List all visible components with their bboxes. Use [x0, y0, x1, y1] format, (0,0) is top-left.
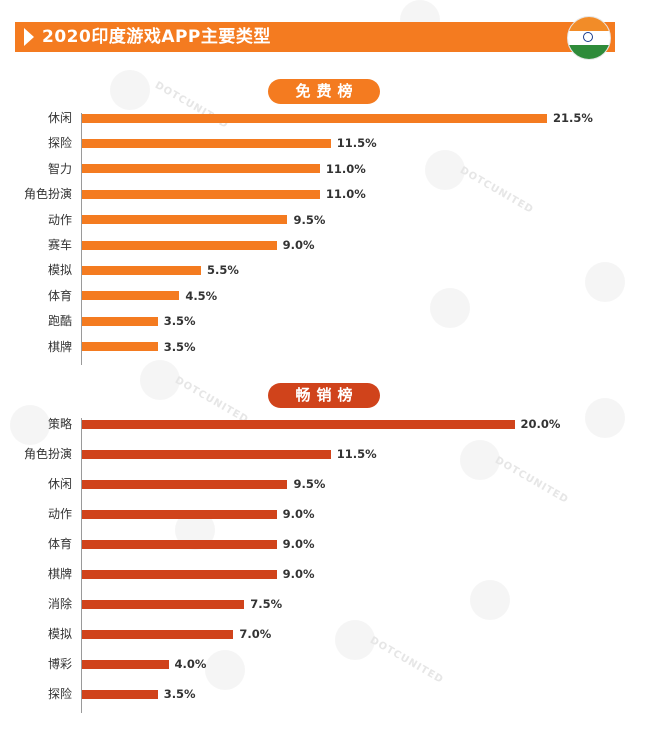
grossing-category-label: 棋牌	[47, 567, 72, 581]
free-category-label: 跑酷	[47, 314, 72, 329]
grossing-bar	[82, 449, 331, 459]
free-category-label: 休闲	[47, 111, 72, 125]
grossing-category-label: 动作	[47, 507, 72, 521]
free-value-label: 11.0%	[325, 161, 366, 176]
grossing-value-label: 9.5%	[293, 477, 326, 491]
grossing-chart-title: 畅销榜	[268, 383, 380, 408]
watermark-logo	[140, 360, 180, 400]
free-bar	[82, 189, 320, 199]
free-category-label: 智力	[47, 161, 72, 176]
free-category-label: 模拟	[47, 263, 72, 278]
free-bar	[82, 113, 547, 123]
grossing-category-label: 角色扮演	[23, 447, 72, 461]
free-category-label: 角色扮演	[23, 187, 72, 202]
grossing-category-label: 体育	[47, 537, 72, 551]
grossing-bar	[82, 599, 245, 609]
free-chart-title: 免费榜	[268, 79, 380, 104]
grossing-value-label: 11.5%	[336, 447, 377, 461]
watermark-text: DOTCUNITED	[172, 374, 251, 427]
grossing-value-label: 3.5%	[163, 687, 196, 701]
free-category-label: 棋牌	[47, 339, 72, 354]
free-bar	[82, 265, 201, 275]
grossing-chart-axis	[81, 418, 82, 713]
grossing-category-label: 模拟	[47, 627, 72, 641]
watermark-logo	[335, 620, 375, 660]
grossing-bar	[82, 689, 158, 699]
grossing-bar	[82, 569, 277, 579]
india-flag-icon	[567, 16, 611, 60]
watermark-logo	[110, 70, 150, 110]
free-value-label: 21.5%	[553, 111, 593, 125]
free-bar	[82, 291, 180, 301]
watermark-logo	[470, 580, 510, 620]
grossing-value-label: 20.0%	[520, 417, 561, 431]
free-bar	[82, 240, 277, 250]
grossing-bar	[82, 419, 515, 429]
grossing-bar	[82, 539, 277, 549]
grossing-value-label: 7.0%	[239, 627, 272, 641]
free-value-label: 4.5%	[185, 288, 218, 303]
watermark-text: DOTCUNITED	[367, 634, 446, 687]
grossing-category-label: 策略	[47, 417, 72, 431]
grossing-value-label: 9.0%	[282, 507, 315, 521]
grossing-category-label: 消除	[47, 597, 72, 611]
triangle-right-icon	[24, 28, 34, 46]
grossing-bar	[82, 659, 169, 669]
free-value-label: 11.5%	[336, 136, 377, 151]
watermark-logo	[10, 405, 50, 445]
watermark-logo	[585, 398, 625, 438]
free-category-label: 探险	[47, 136, 72, 151]
watermark-logo	[205, 650, 245, 690]
free-value-label: 3.5%	[163, 339, 196, 354]
free-bar	[82, 215, 288, 225]
free-bar	[82, 342, 158, 352]
watermark-logo	[585, 262, 625, 302]
grossing-category-label: 休闲	[47, 477, 72, 491]
grossing-category-label: 博彩	[47, 657, 72, 671]
page-title: 2020印度游戏APP主要类型	[42, 27, 271, 47]
watermark-text: DOTCUNITED	[492, 454, 571, 507]
free-category-label: 体育	[47, 288, 72, 303]
grossing-value-label: 7.5%	[250, 597, 283, 611]
free-value-label: 9.0%	[282, 238, 315, 252]
grossing-bar	[82, 629, 234, 639]
free-chart-axis	[81, 113, 82, 365]
free-category-label: 动作	[47, 212, 72, 227]
grossing-value-label: 9.0%	[282, 537, 315, 551]
free-category-label: 赛车	[47, 238, 72, 252]
grossing-value-label: 4.0%	[174, 657, 207, 671]
free-value-label: 9.5%	[293, 212, 326, 227]
grossing-bar	[82, 479, 288, 489]
grossing-value-label: 9.0%	[282, 567, 315, 581]
free-value-label: 5.5%	[206, 263, 239, 278]
watermark-text: DOTCUNITED	[457, 164, 536, 217]
free-bar	[82, 316, 158, 326]
watermark-logo	[425, 150, 465, 190]
grossing-category-label: 探险	[47, 687, 72, 701]
watermark-logo	[460, 440, 500, 480]
free-bar	[82, 164, 320, 174]
free-value-label: 11.0%	[325, 187, 366, 202]
watermark-text: DOTCUNITED	[152, 79, 231, 132]
free-bar	[82, 138, 331, 148]
header-bar	[15, 22, 615, 52]
watermark-logo	[430, 288, 470, 328]
free-value-label: 3.5%	[163, 314, 196, 329]
grossing-bar	[82, 509, 277, 519]
